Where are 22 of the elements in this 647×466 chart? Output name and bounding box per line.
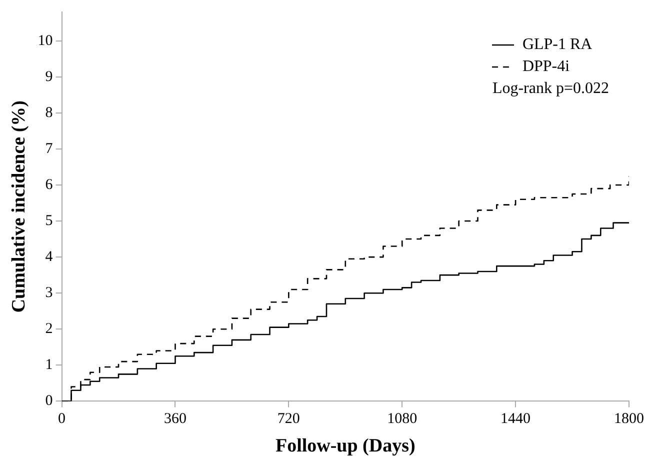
x-tick-label: 720 [277,411,300,428]
y-tick-label: 5 [45,212,53,229]
y-tick-label: 7 [45,140,54,157]
y-tick-label: 8 [45,104,53,121]
annotation: Log-rank p=0.022 [492,79,609,99]
x-tick-label: 1800 [614,411,644,428]
y-tick-label: 2 [45,321,53,338]
y-tick-label: 10 [38,32,53,49]
x-axis-title: Follow-up (Days) [275,436,416,457]
y-tick-label: 9 [45,68,53,85]
x-tick-label: 360 [164,411,186,428]
y-tick-label: 4 [45,248,54,265]
legend-label: GLP-1 RA [522,35,592,55]
legend-label: DPP-4i [522,57,570,77]
x-tick-label: 0 [58,411,66,428]
y-axis-title: Cumulative incidence (%) [8,100,30,313]
y-tick-label: 0 [45,393,53,410]
y-tick-label: 6 [45,176,54,193]
y-tick-label: 3 [45,285,53,302]
x-tick-label: 1080 [387,411,418,428]
x-tick-label: 1440 [500,411,531,428]
y-tick-label: 1 [45,357,53,374]
